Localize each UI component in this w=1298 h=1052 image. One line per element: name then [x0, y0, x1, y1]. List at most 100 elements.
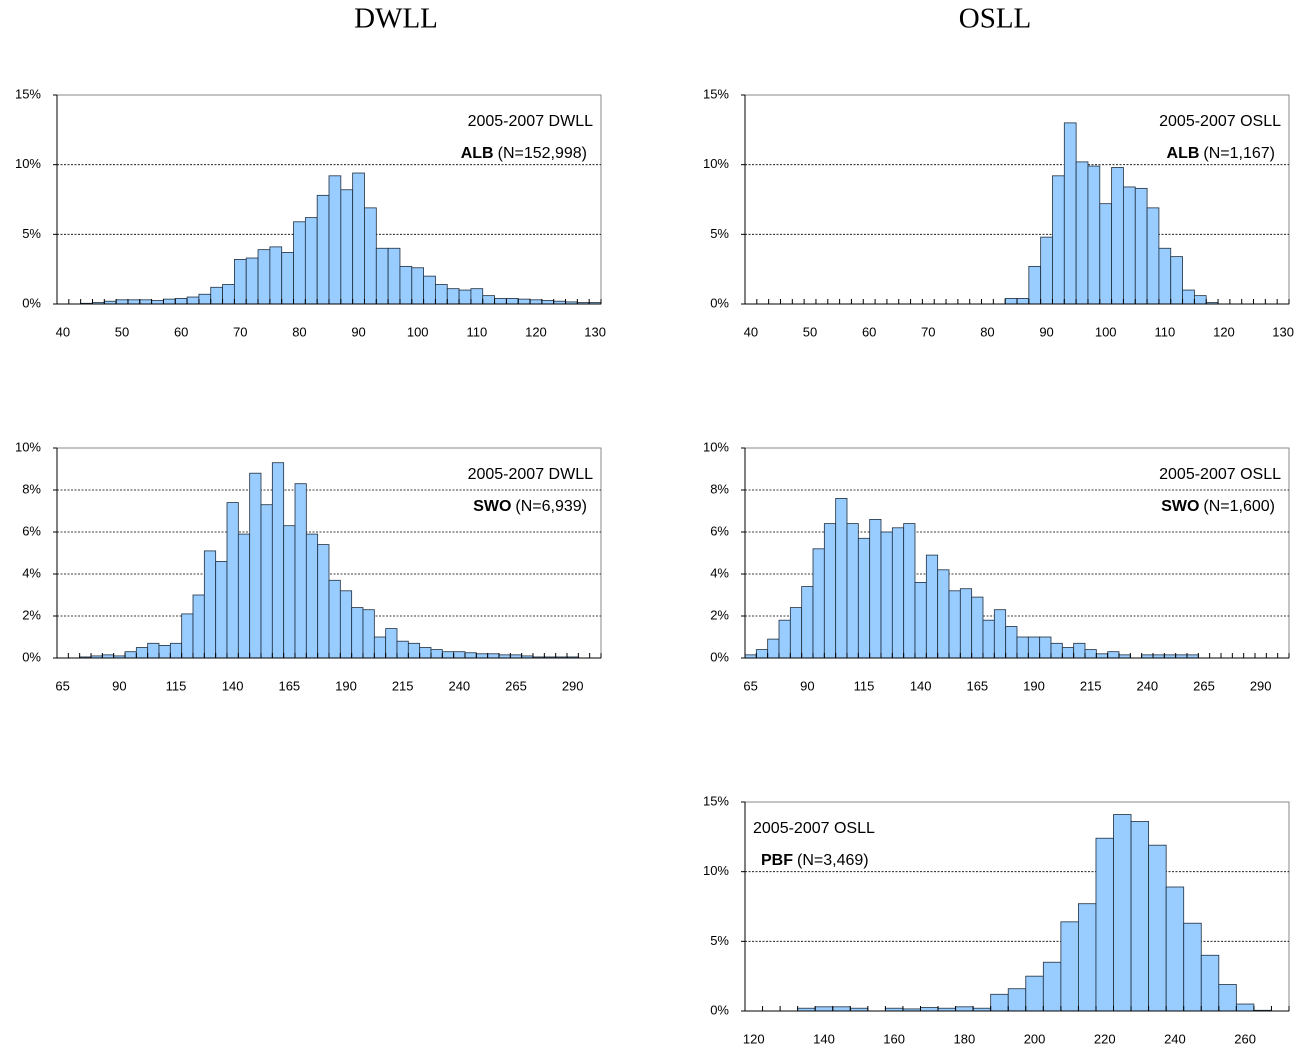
- x-tick-label: 100: [407, 324, 429, 339]
- bar: [1061, 647, 1075, 659]
- bar: [174, 298, 188, 305]
- bar: [1107, 651, 1120, 659]
- bar: [317, 544, 330, 659]
- bar: [517, 298, 531, 305]
- bar: [351, 607, 364, 659]
- bar: [339, 590, 353, 659]
- x-tick-label: 90: [1039, 324, 1053, 339]
- column-title: DWLL: [354, 3, 438, 35]
- bar: [789, 607, 803, 659]
- bar: [1087, 165, 1101, 305]
- column-title: OSLL: [959, 3, 1032, 35]
- bar: [1025, 975, 1044, 1012]
- y-tick-label: 8%: [710, 481, 729, 496]
- annotation: 2005-2007 OSLL: [1159, 466, 1281, 483]
- bar: [385, 628, 398, 659]
- bar: [475, 653, 489, 659]
- bar: [305, 533, 319, 659]
- bar: [1113, 814, 1132, 1012]
- bar: [1005, 626, 1018, 659]
- x-tick-label: 80: [980, 324, 994, 339]
- y-tick-label: 0%: [22, 295, 41, 310]
- bar: [925, 554, 939, 659]
- x-tick-label: 50: [803, 324, 817, 339]
- y-tick-label: 5%: [710, 933, 729, 948]
- bar: [147, 642, 160, 659]
- bar: [1200, 954, 1220, 1012]
- bar: [959, 588, 973, 659]
- x-tick-label: 180: [954, 1031, 976, 1046]
- x-tick-label: 90: [112, 678, 126, 693]
- bar: [835, 497, 848, 659]
- y-tick-label: 10%: [703, 863, 729, 878]
- sample-size: (N=152,998): [498, 145, 587, 162]
- bar: [135, 647, 149, 659]
- bar: [857, 537, 871, 659]
- bar: [1084, 649, 1097, 659]
- bar: [316, 194, 330, 305]
- bar: [812, 548, 825, 659]
- sample-size: (N=6,939): [515, 498, 587, 515]
- x-tick-label: 140: [910, 678, 932, 693]
- bar: [293, 221, 306, 305]
- bar: [1042, 961, 1062, 1012]
- bar: [352, 172, 365, 305]
- y-tick-label: 15%: [703, 86, 729, 101]
- x-tick-label: 65: [55, 678, 69, 693]
- bar: [1148, 844, 1167, 1012]
- bar: [955, 1006, 974, 1012]
- annotation: 2005-2007 DWLL: [468, 113, 594, 130]
- bar: [283, 525, 296, 659]
- bar: [222, 284, 235, 305]
- x-tick-label: 120: [743, 1031, 765, 1046]
- bar: [541, 300, 555, 305]
- bar: [362, 609, 375, 659]
- x-tick-label: 60: [174, 324, 188, 339]
- bar: [1039, 636, 1052, 659]
- bar: [1218, 984, 1237, 1012]
- bar: [364, 207, 377, 305]
- histogram-chart: 0% 5% 10% 15% 120 140 160 180 200 220 240 260 2005-2…: [703, 793, 1290, 1046]
- histogram-chart: 0% 5% 10% 15% 40 50 60 70 80 90 100 110 120 130 2005-2…: [15, 86, 606, 339]
- bar: [328, 579, 341, 659]
- bar: [1007, 988, 1027, 1012]
- x-tick-label: 190: [335, 678, 357, 693]
- bar: [982, 619, 995, 659]
- bar: [482, 295, 495, 305]
- bar: [1027, 636, 1041, 659]
- x-tick-label: 110: [1154, 324, 1175, 339]
- y-tick-label: 0%: [710, 649, 729, 664]
- bar: [328, 175, 342, 305]
- bar: [971, 596, 984, 659]
- bar: [294, 483, 307, 659]
- species-label: ALB (N=152,998): [461, 145, 587, 162]
- bar: [269, 246, 283, 305]
- bar: [1075, 161, 1089, 305]
- species-label: PBF (N=3,469): [761, 852, 869, 869]
- x-tick-label: 160: [883, 1031, 905, 1046]
- bar: [529, 299, 543, 305]
- y-tick-label: 5%: [710, 226, 729, 241]
- bar: [880, 531, 893, 659]
- x-tick-label: 130: [1272, 324, 1294, 339]
- bar: [399, 265, 413, 305]
- x-tick-label: 40: [744, 324, 758, 339]
- y-tick-label: 0%: [22, 649, 41, 664]
- x-tick-label: 40: [56, 324, 70, 339]
- bar: [1146, 207, 1160, 305]
- annotation: 2005-2007 DWLL: [468, 466, 594, 483]
- bar: [1004, 298, 1018, 305]
- sample-size: (N=1,167): [1203, 145, 1275, 162]
- y-tick-label: 10%: [703, 439, 729, 454]
- bar: [186, 296, 200, 305]
- bar: [1016, 636, 1029, 659]
- bar: [407, 642, 421, 659]
- x-tick-label: 240: [1164, 1031, 1186, 1046]
- x-tick-label: 165: [278, 678, 300, 693]
- bar: [470, 288, 484, 305]
- bar: [1078, 903, 1097, 1012]
- y-tick-label: 5%: [22, 226, 41, 241]
- bar: [198, 293, 212, 305]
- bar: [151, 300, 164, 305]
